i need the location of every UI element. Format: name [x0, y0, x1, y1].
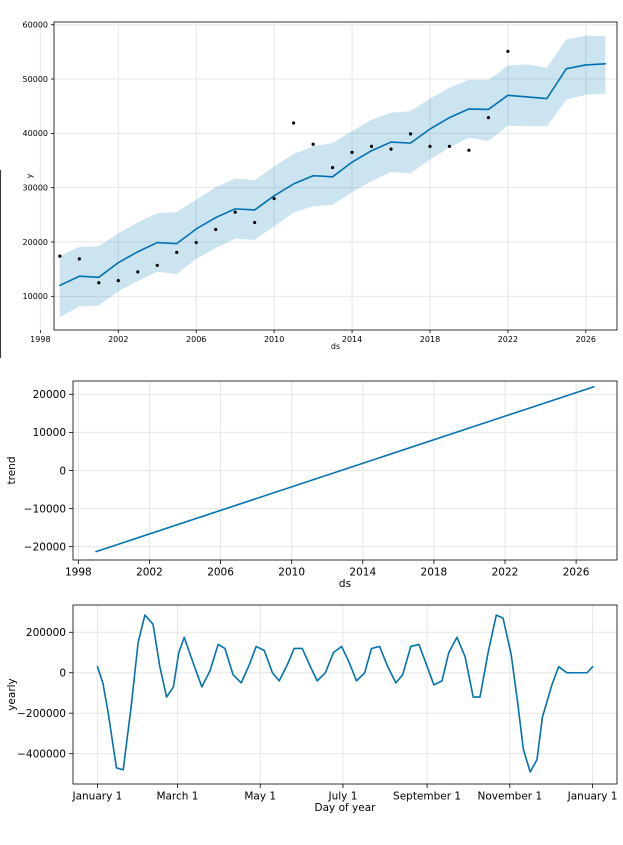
data-point [214, 227, 218, 232]
x-tick-label: January 1 [72, 791, 123, 803]
x-tick-label: 2002 [136, 567, 163, 579]
data-point [330, 165, 335, 170]
data-point [486, 116, 491, 120]
x-tick-label: 2026 [563, 567, 590, 579]
x-tick-label: 2026 [576, 335, 596, 344]
x-tick-label: 1998 [30, 335, 50, 344]
y-tick-label: −20000 [24, 541, 66, 553]
series-line [96, 614, 594, 773]
trend-panel: 1998 2002 2006 2010 2014 2018 2022 2026 −20000 −1… [6, 380, 618, 590]
data-point [136, 270, 140, 274]
x-tick-label: July 1 [328, 791, 358, 803]
data-point [447, 144, 452, 148]
plot-frame [53, 21, 618, 331]
forecast-panel: 1998 2002 2006 2010 2014 2018 2022 2026 10000 200… [0, 21, 618, 358]
y-tick-label: 20000 [33, 389, 66, 401]
data-point [506, 49, 510, 53]
gridlines [73, 605, 617, 784]
x-tick-label: March 1 [156, 791, 198, 803]
data-point [175, 250, 179, 254]
data-point [58, 254, 62, 258]
data-point [233, 210, 237, 214]
data-point [311, 142, 315, 146]
y-axis-label: y [25, 173, 34, 178]
data-point [428, 144, 432, 148]
data-point [194, 240, 198, 245]
x-tick-label: 2006 [207, 567, 234, 579]
x-tick-label: 2010 [264, 335, 284, 344]
y-tick-label: −200000 [17, 708, 66, 720]
data-point [350, 150, 354, 154]
y-tick-label: 200000 [26, 627, 66, 639]
data-point [253, 220, 257, 225]
y-axis-label: trend [6, 457, 18, 485]
y-tick-label: 10000 [33, 427, 66, 439]
y-tick-label: −400000 [17, 748, 66, 760]
y-tick-label: 60000 [23, 21, 48, 30]
x-tick-label: 1998 [65, 567, 92, 579]
y-tick-label: 10000 [23, 292, 48, 301]
plot-frame [72, 604, 618, 785]
series-line [95, 385, 595, 553]
y-tick-label: 20000 [23, 238, 48, 247]
gridlines [39, 22, 617, 330]
x-axis-label: ds [331, 342, 340, 351]
x-tick-label: 2014 [342, 335, 362, 344]
data-point [408, 132, 413, 136]
data-point [97, 281, 101, 285]
x-tick-label: 2018 [420, 335, 440, 344]
x-tick-label: 2018 [421, 567, 448, 579]
data-point [467, 148, 471, 152]
x-tick-label: January 1 [567, 791, 618, 803]
y-tick-label: 30000 [23, 184, 48, 193]
x-tick-label: 2002 [108, 335, 128, 344]
data-point [369, 144, 374, 148]
x-tick-label: 2006 [186, 335, 206, 344]
x-axis-label: ds [339, 578, 351, 590]
x-tick-label: November 1 [478, 791, 543, 803]
series-line [59, 63, 607, 287]
data-point [155, 263, 159, 267]
y-axis-label: yearly [6, 678, 18, 711]
x-tick-label: 2022 [492, 567, 519, 579]
y-tick-label: 50000 [23, 75, 48, 84]
yearly-panel: January 1 March 1 May 1 July 1 September 1 No… [6, 604, 618, 814]
x-tick-label: 2022 [498, 335, 518, 344]
x-tick-label: 2014 [349, 567, 376, 579]
x-axis-label: Day of year [315, 802, 377, 814]
y-tick-label: 0 [59, 668, 66, 680]
data-point [116, 278, 120, 283]
x-tick-label: 2010 [278, 567, 305, 579]
y-tick-label: 0 [59, 465, 66, 477]
y-tick-label: 40000 [23, 129, 48, 138]
data-point [389, 147, 393, 151]
data-point [272, 196, 276, 201]
y-tick-label: −10000 [24, 503, 66, 515]
data-point [77, 257, 81, 261]
plot-frame [72, 380, 618, 561]
x-tick-label: May 1 [244, 791, 276, 803]
gridlines [73, 381, 617, 560]
x-tick-label: September 1 [393, 791, 461, 803]
data-point [292, 121, 296, 125]
